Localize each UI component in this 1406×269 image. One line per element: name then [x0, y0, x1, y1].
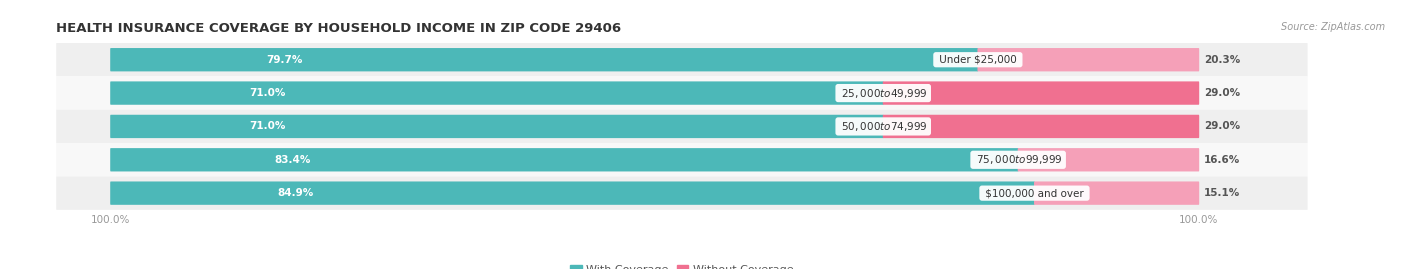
FancyBboxPatch shape: [56, 76, 1308, 110]
FancyBboxPatch shape: [56, 43, 1308, 76]
FancyBboxPatch shape: [56, 176, 1308, 210]
Text: 71.0%: 71.0%: [250, 121, 285, 132]
Legend: With Coverage, Without Coverage: With Coverage, Without Coverage: [567, 260, 797, 269]
Text: 16.6%: 16.6%: [1204, 155, 1240, 165]
Text: Source: ZipAtlas.com: Source: ZipAtlas.com: [1281, 22, 1385, 31]
Text: Under $25,000: Under $25,000: [936, 55, 1019, 65]
FancyBboxPatch shape: [110, 48, 979, 71]
Text: $50,000 to $74,999: $50,000 to $74,999: [838, 120, 928, 133]
FancyBboxPatch shape: [977, 48, 1199, 71]
FancyBboxPatch shape: [110, 82, 883, 105]
Text: $25,000 to $49,999: $25,000 to $49,999: [838, 87, 928, 100]
Text: $100,000 and over: $100,000 and over: [981, 188, 1087, 198]
FancyBboxPatch shape: [110, 115, 883, 138]
FancyBboxPatch shape: [883, 115, 1199, 138]
Text: 20.3%: 20.3%: [1204, 55, 1240, 65]
FancyBboxPatch shape: [110, 148, 1018, 171]
FancyBboxPatch shape: [1033, 182, 1199, 205]
Text: HEALTH INSURANCE COVERAGE BY HOUSEHOLD INCOME IN ZIP CODE 29406: HEALTH INSURANCE COVERAGE BY HOUSEHOLD I…: [56, 22, 621, 35]
FancyBboxPatch shape: [56, 143, 1308, 176]
Text: 84.9%: 84.9%: [277, 188, 314, 198]
Text: 71.0%: 71.0%: [250, 88, 285, 98]
Text: 29.0%: 29.0%: [1204, 121, 1240, 132]
FancyBboxPatch shape: [1018, 148, 1199, 171]
FancyBboxPatch shape: [56, 110, 1308, 143]
FancyBboxPatch shape: [110, 182, 1035, 205]
Text: 29.0%: 29.0%: [1204, 88, 1240, 98]
Text: 15.1%: 15.1%: [1204, 188, 1240, 198]
Text: $75,000 to $99,999: $75,000 to $99,999: [973, 153, 1063, 166]
Text: 79.7%: 79.7%: [267, 55, 304, 65]
FancyBboxPatch shape: [883, 82, 1199, 105]
Text: 83.4%: 83.4%: [274, 155, 311, 165]
